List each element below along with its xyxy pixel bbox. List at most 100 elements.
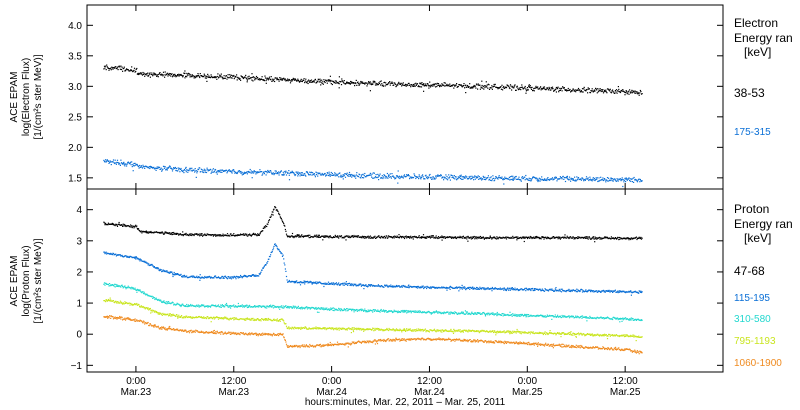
data-point xyxy=(178,167,180,169)
data-point xyxy=(283,174,285,176)
data-point xyxy=(103,221,105,223)
data-point xyxy=(350,82,352,84)
data-point xyxy=(374,84,377,86)
data-point xyxy=(610,177,612,179)
data-point xyxy=(123,223,125,226)
data-point xyxy=(489,177,491,179)
data-point xyxy=(464,286,466,288)
data-point xyxy=(377,83,379,86)
data-point xyxy=(415,310,417,312)
data-point xyxy=(268,76,271,78)
data-point xyxy=(241,171,243,173)
data-point xyxy=(626,179,628,181)
data-point xyxy=(160,74,162,76)
data-point xyxy=(187,171,189,173)
data-point xyxy=(302,281,305,284)
data-point xyxy=(477,312,479,314)
electron-flux-panel: 1.52.02.53.03.54.0 ACE EPAM log(Electron… xyxy=(9,4,793,190)
data-point xyxy=(363,177,365,179)
data-point xyxy=(296,172,298,174)
data-point xyxy=(499,287,501,289)
data-point xyxy=(347,174,349,177)
data-point xyxy=(304,281,306,283)
data-point xyxy=(311,81,313,83)
data-point xyxy=(189,76,191,78)
data-point xyxy=(235,278,237,280)
data-point xyxy=(237,77,239,79)
data-point xyxy=(473,85,475,87)
data-point xyxy=(399,236,401,238)
data-point xyxy=(407,285,409,287)
data-point xyxy=(288,174,290,176)
data-point xyxy=(363,288,365,290)
data-point xyxy=(608,289,610,291)
data-point xyxy=(275,170,277,172)
data-point xyxy=(120,286,122,288)
data-point xyxy=(462,311,464,313)
data-point xyxy=(452,311,454,314)
data-point xyxy=(466,238,468,240)
data-point xyxy=(318,236,320,238)
data-point xyxy=(475,237,477,239)
data-point xyxy=(281,78,283,80)
data-point xyxy=(559,238,561,240)
data-point xyxy=(617,179,619,181)
data-point xyxy=(320,81,322,83)
data-point xyxy=(447,311,449,313)
data-point xyxy=(278,80,280,82)
data-point xyxy=(137,73,140,76)
data-point xyxy=(458,176,461,178)
data-point xyxy=(467,86,470,88)
data-point xyxy=(133,165,136,167)
data-point xyxy=(306,171,309,173)
data-point xyxy=(558,89,560,92)
data-point xyxy=(135,164,137,166)
data-point xyxy=(640,236,642,238)
data-point xyxy=(338,83,340,85)
data-point xyxy=(314,234,316,236)
data-point xyxy=(513,178,515,180)
data-point xyxy=(587,290,589,292)
data-point xyxy=(254,234,256,236)
data-point xyxy=(210,172,212,174)
data-point xyxy=(461,311,463,313)
data-point xyxy=(395,85,398,87)
data-point xyxy=(357,81,359,83)
data-point xyxy=(323,285,325,288)
data-point xyxy=(479,237,481,239)
data-point xyxy=(456,286,458,288)
data-point xyxy=(549,238,551,240)
data-point xyxy=(433,311,435,313)
data-point xyxy=(152,297,154,299)
data-point xyxy=(477,287,479,289)
data-point xyxy=(602,289,605,291)
data-point xyxy=(141,292,143,294)
data-point xyxy=(433,287,436,289)
data-point xyxy=(165,231,167,233)
data-point xyxy=(560,316,563,319)
data-point xyxy=(250,234,252,236)
data-point xyxy=(619,290,621,292)
data-point xyxy=(585,317,587,319)
data-point xyxy=(524,287,526,289)
data-point xyxy=(223,235,225,237)
data-point xyxy=(472,176,474,178)
data-point xyxy=(297,79,299,81)
data-point xyxy=(538,177,540,179)
data-point xyxy=(520,180,522,182)
data-point xyxy=(273,174,275,176)
data-point xyxy=(207,306,209,308)
data-point xyxy=(351,235,353,237)
data-point xyxy=(296,280,298,282)
data-point xyxy=(304,80,306,82)
data-point xyxy=(281,255,284,257)
data-point xyxy=(218,235,220,237)
data-point xyxy=(125,69,127,71)
data-point xyxy=(602,179,605,182)
data-point xyxy=(640,238,643,240)
data-point xyxy=(435,310,437,312)
data-point xyxy=(617,317,619,319)
data-point xyxy=(481,237,483,239)
data-point xyxy=(339,176,341,178)
data-point xyxy=(126,165,128,167)
